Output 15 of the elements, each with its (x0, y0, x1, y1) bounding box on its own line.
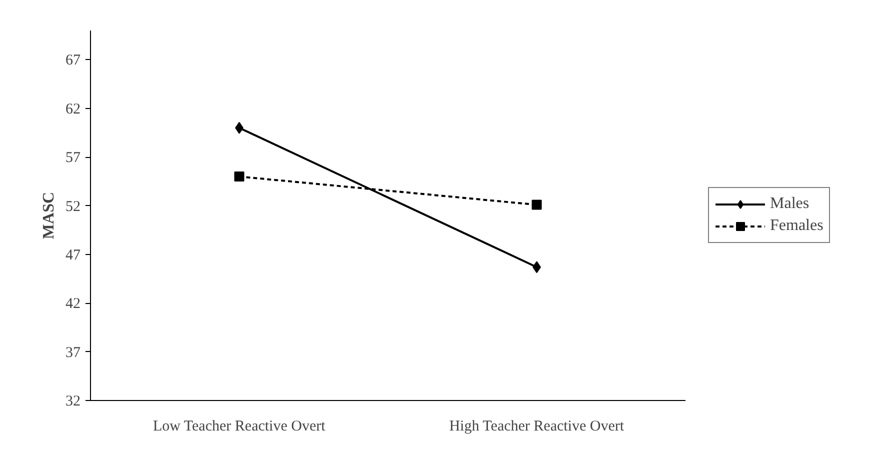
y-tick-label: 62 (66, 101, 80, 118)
y-tick-label: 47 (66, 247, 81, 264)
y-tick-label: 67 (66, 52, 81, 69)
y-tick-label: 52 (66, 198, 80, 215)
legend-label: Females (770, 217, 824, 235)
point (234, 172, 244, 182)
y-tick-label: 42 (66, 296, 80, 312)
y-axis-title: MASC (40, 192, 58, 240)
point (532, 200, 542, 210)
x-tick-label: High Teacher Reactive Overt (449, 418, 625, 434)
legend-label: Males (770, 195, 810, 213)
y-tick-label: 32 (66, 394, 80, 410)
y-tick-label: 57 (66, 150, 81, 166)
x-tick-label: Low Teacher Reactive Overt (152, 418, 326, 434)
y-tick-label: 37 (66, 344, 81, 361)
